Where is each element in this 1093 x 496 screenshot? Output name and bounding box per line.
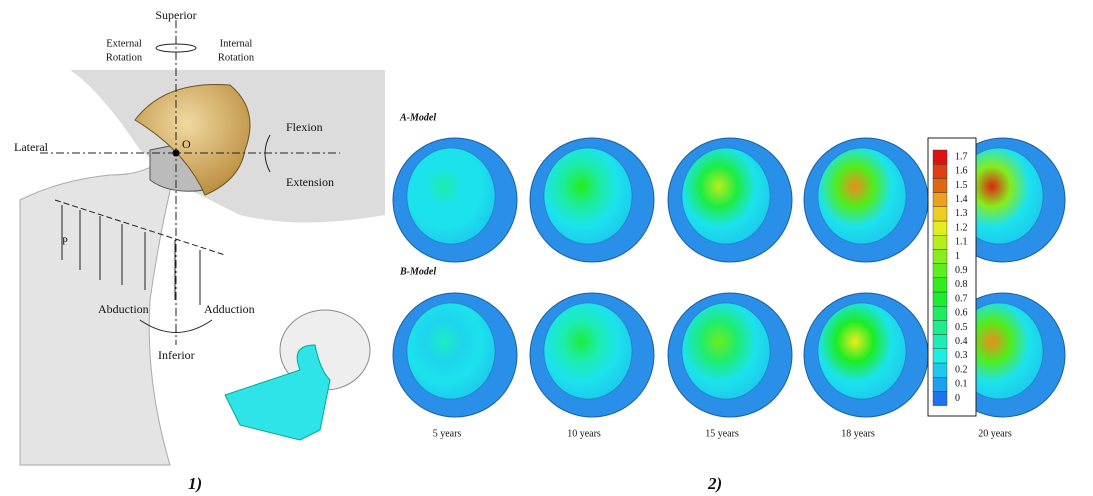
row-label: B-Model (399, 266, 436, 277)
colorbar-tick-label: 0.7 (955, 293, 968, 304)
origin-point (173, 150, 180, 157)
panel-2: A-Model B-Model 2) 5 years 10 years 15 yea… (393, 112, 1065, 493)
colorbar-tick-label: 1 (955, 251, 960, 262)
colorbar-tick-label: 0.2 (955, 364, 968, 375)
colorbar-tick-label: 1.6 (955, 166, 968, 177)
colorbar-swatch (933, 207, 947, 221)
colorbar-swatch (933, 178, 947, 192)
colorbar-tick-label: 1.7 (955, 151, 968, 162)
colorbar-swatch (933, 363, 947, 377)
colorbar-tick-label: 0.3 (955, 350, 968, 361)
label: Extension (286, 175, 334, 189)
column-label: 18 years (841, 428, 875, 439)
contour-plot (544, 148, 632, 244)
contour-plot (682, 303, 770, 399)
colorbar-swatch (933, 292, 947, 306)
colorbar-tick-label: 0.5 (955, 322, 968, 333)
contour-plot (818, 303, 906, 399)
contour-plot (407, 303, 495, 399)
colorbar-swatch (933, 264, 947, 278)
panel-1: Superior External Rotation Internal Rota… (14, 8, 385, 493)
label: Lateral (14, 140, 49, 154)
label: Rotation (106, 52, 143, 63)
label: Flexion (286, 120, 323, 134)
colorbar-swatch (933, 221, 947, 235)
colorbar-swatch (933, 306, 947, 320)
colorbar-swatch (933, 377, 947, 391)
contour-plot (818, 148, 906, 244)
colorbar-tick-label: 0.8 (955, 279, 968, 290)
contour-plot (544, 303, 632, 399)
colorbar-swatch (933, 335, 947, 349)
label: Adduction (204, 302, 255, 316)
colorbar-swatch (933, 320, 947, 334)
colorbar-tick-label: 1.2 (955, 222, 968, 233)
colorbar-swatch (933, 150, 947, 164)
label: Superior (155, 8, 196, 22)
colorbar-tick-label: 0 (955, 393, 960, 404)
panel-label: 2) (707, 474, 722, 493)
panel-label: 1) (188, 474, 202, 493)
label: Internal (220, 38, 253, 49)
colorbar-swatch (933, 235, 947, 249)
colorbar-swatch (933, 249, 947, 263)
label: Abduction (98, 302, 149, 316)
colorbar-tick-label: 1.3 (955, 208, 968, 219)
column-label: 15 years (705, 428, 739, 439)
colorbar-tick-label: 1.1 (955, 237, 968, 248)
colorbar-swatch (933, 278, 947, 292)
label: P (62, 236, 68, 247)
colorbar-tick-label: 0.4 (955, 336, 968, 347)
contour-plot (407, 148, 495, 244)
colorbar-swatch (933, 193, 947, 207)
colorbar-tick-label: 1.4 (955, 194, 968, 205)
contour-plot (682, 148, 770, 244)
label: O (182, 137, 191, 151)
colorbar-tick-label: 0.9 (955, 265, 968, 276)
label: Rotation (218, 52, 255, 63)
row-label: A-Model (399, 112, 436, 123)
colorbar-tick-label: 1.5 (955, 180, 968, 191)
mesh-model (225, 310, 370, 440)
label: External (106, 38, 142, 49)
column-label: 5 years (433, 428, 462, 439)
figure: Superior External Rotation Internal Rota… (0, 0, 1093, 496)
colorbar-swatch (933, 349, 947, 363)
column-label: 20 years (978, 428, 1012, 439)
colorbar-tick-label: 0.1 (955, 379, 968, 390)
colorbar-swatch (933, 391, 947, 405)
label: Inferior (158, 348, 195, 362)
colorbar-tick-label: 0.6 (955, 308, 968, 319)
mesh-stem (225, 345, 330, 440)
column-label: 10 years (567, 428, 601, 439)
colorbar-swatch (933, 164, 947, 178)
